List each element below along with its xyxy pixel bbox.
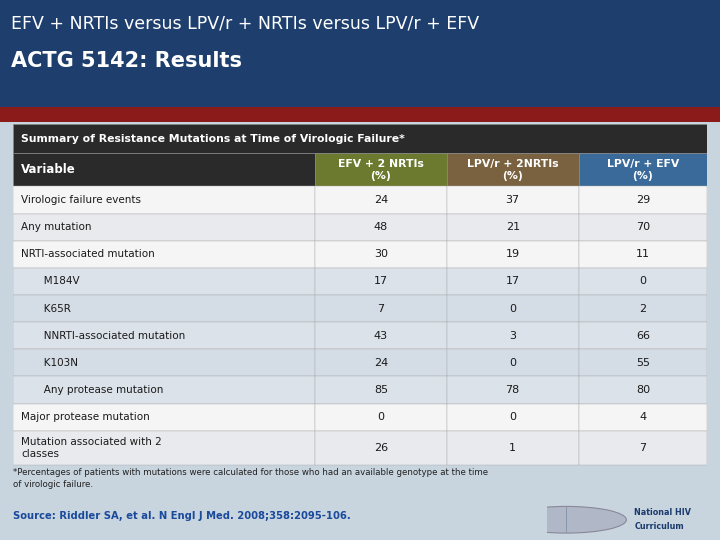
Text: 17: 17 (374, 276, 388, 286)
Bar (446, 186, 579, 213)
Bar (315, 430, 446, 465)
Text: 4: 4 (639, 412, 647, 422)
Text: K103N: K103N (34, 358, 78, 368)
Bar (315, 213, 446, 241)
Text: Any protease mutation: Any protease mutation (34, 385, 163, 395)
Text: 66: 66 (636, 330, 650, 341)
Bar (446, 241, 579, 268)
Text: 0: 0 (377, 412, 384, 422)
Bar (0, 107, 720, 122)
Bar (315, 186, 446, 213)
Bar (579, 153, 707, 186)
Bar (579, 403, 707, 430)
Bar (13, 153, 315, 186)
Text: 26: 26 (374, 443, 388, 453)
Text: 70: 70 (636, 222, 650, 232)
Bar (315, 268, 446, 295)
Bar (579, 376, 707, 403)
Text: 85: 85 (374, 385, 388, 395)
Bar (13, 322, 315, 349)
Text: ACTG 5142: Results: ACTG 5142: Results (11, 51, 242, 71)
Bar (13, 349, 315, 376)
Text: 17: 17 (505, 276, 520, 286)
Bar (13, 430, 315, 465)
Bar (315, 295, 446, 322)
Bar (13, 124, 707, 153)
Text: Major protease mutation: Major protease mutation (22, 412, 150, 422)
Bar (579, 241, 707, 268)
Bar (579, 295, 707, 322)
Text: 0: 0 (509, 303, 516, 314)
Text: 0: 0 (639, 276, 647, 286)
Text: 43: 43 (374, 330, 388, 341)
Bar (13, 403, 315, 430)
Text: 24: 24 (374, 358, 388, 368)
Text: 3: 3 (509, 330, 516, 341)
Text: 19: 19 (505, 249, 520, 259)
Text: EFV + NRTIs versus LPV/r + NRTIs versus LPV/r + EFV: EFV + NRTIs versus LPV/r + NRTIs versus … (11, 15, 479, 32)
Text: LPV/r + 2NRTIs
(%): LPV/r + 2NRTIs (%) (467, 159, 559, 181)
Bar (446, 153, 579, 186)
Text: Source: Riddler SA, et al. N Engl J Med. 2008;358:2095-106.: Source: Riddler SA, et al. N Engl J Med.… (13, 511, 351, 521)
Text: K65R: K65R (34, 303, 71, 314)
Bar (446, 268, 579, 295)
Text: LPV/r + EFV
(%): LPV/r + EFV (%) (607, 159, 679, 181)
Bar (13, 186, 315, 213)
Text: 30: 30 (374, 249, 388, 259)
Circle shape (506, 507, 626, 533)
Text: 11: 11 (636, 249, 650, 259)
Bar (579, 430, 707, 465)
Text: NRTI-associated mutation: NRTI-associated mutation (22, 249, 155, 259)
Text: 0: 0 (509, 358, 516, 368)
Text: Any mutation: Any mutation (22, 222, 91, 232)
Bar (315, 376, 446, 403)
Bar (315, 241, 446, 268)
Bar (13, 213, 315, 241)
Bar (579, 349, 707, 376)
Bar (315, 403, 446, 430)
Text: 7: 7 (639, 443, 647, 453)
Text: 7: 7 (377, 303, 384, 314)
Text: EFV + 2 NRTIs
(%): EFV + 2 NRTIs (%) (338, 159, 424, 181)
Bar (446, 376, 579, 403)
Text: *Percentages of patients with mutations were calculated for those who had an ava: *Percentages of patients with mutations … (13, 468, 488, 489)
Text: Curriculum: Curriculum (634, 522, 684, 531)
Bar (579, 268, 707, 295)
Text: Variable: Variable (22, 164, 76, 177)
Text: National HIV: National HIV (634, 508, 691, 517)
Text: 29: 29 (636, 195, 650, 205)
Text: 24: 24 (374, 195, 388, 205)
Text: M184V: M184V (34, 276, 79, 286)
Text: Mutation associated with 2
classes: Mutation associated with 2 classes (22, 437, 162, 459)
Bar (446, 403, 579, 430)
Text: 37: 37 (505, 195, 520, 205)
Bar (579, 322, 707, 349)
Text: 48: 48 (374, 222, 388, 232)
Text: Summary of Resistance Mutations at Time of Virologic Failure*: Summary of Resistance Mutations at Time … (22, 134, 405, 144)
Bar (13, 295, 315, 322)
Bar (446, 322, 579, 349)
Bar (315, 153, 446, 186)
Bar (13, 376, 315, 403)
Text: 2: 2 (639, 303, 647, 314)
Text: NNRTI-associated mutation: NNRTI-associated mutation (34, 330, 185, 341)
Text: 0: 0 (509, 412, 516, 422)
Bar (315, 322, 446, 349)
Text: 78: 78 (505, 385, 520, 395)
Text: 55: 55 (636, 358, 650, 368)
Text: 80: 80 (636, 385, 650, 395)
Bar (315, 349, 446, 376)
Bar (446, 213, 579, 241)
Bar (446, 349, 579, 376)
Bar (579, 213, 707, 241)
Bar (579, 186, 707, 213)
Bar (446, 295, 579, 322)
Text: 21: 21 (505, 222, 520, 232)
Text: Virologic failure events: Virologic failure events (22, 195, 141, 205)
Text: 1: 1 (509, 443, 516, 453)
Bar (13, 241, 315, 268)
Bar (446, 430, 579, 465)
Bar (13, 268, 315, 295)
